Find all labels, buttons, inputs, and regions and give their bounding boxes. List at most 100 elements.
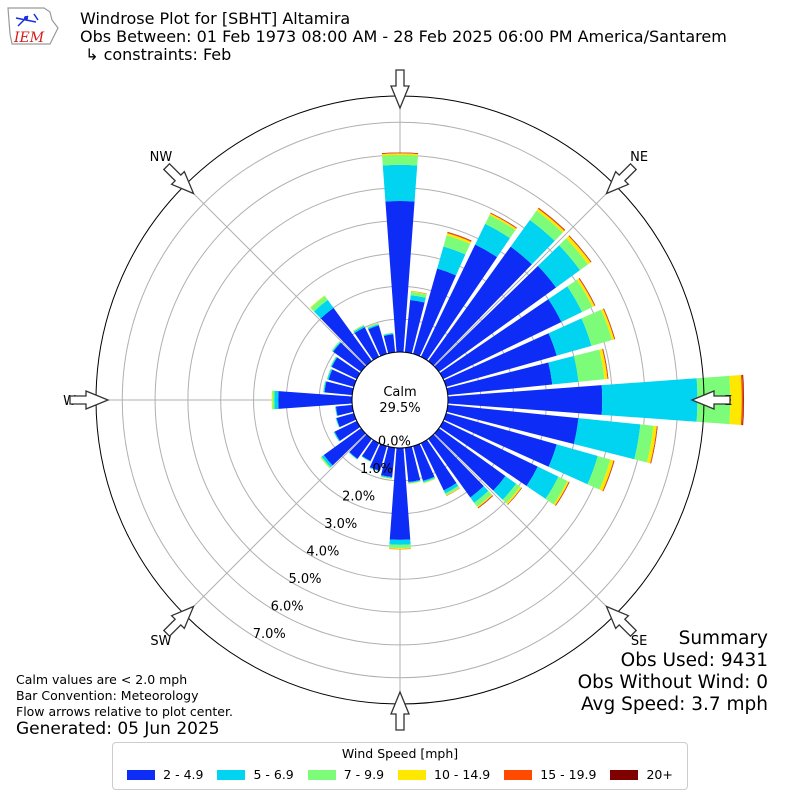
wind-bar-segment (573, 418, 641, 460)
wind-bar-segment (410, 291, 427, 298)
legend-label: 5 - 6.9 (253, 767, 294, 782)
legend-swatch (398, 769, 427, 780)
wind-bar-segment (428, 246, 532, 366)
compass-label-nw: NW (150, 150, 173, 165)
wind-bar-segment (330, 356, 337, 367)
wind-bar-segment (477, 495, 494, 509)
wind-bar-segment (447, 231, 472, 241)
wind-bar-segment (408, 481, 421, 484)
wind-bar-segment (489, 213, 517, 231)
wind-bar-segment (506, 486, 522, 505)
wind-bar-segment (553, 480, 569, 506)
wind-bar-segment (353, 324, 365, 332)
chart-title: Windrose Plot for [SBHT] Altamira (80, 9, 351, 28)
legend-label: 20+ (646, 767, 673, 782)
wind-bar-segment (474, 490, 492, 507)
wind-bar-segment (437, 246, 466, 276)
wind-bar-segment (502, 483, 521, 504)
wind-bar-segment (507, 487, 522, 505)
wind-bar-segment (446, 404, 579, 444)
wind-bar-segment (599, 348, 608, 380)
wind-bar-segment (408, 480, 421, 484)
wind-bar-segment (369, 443, 387, 471)
wind-bar-segment (335, 406, 338, 416)
radial-tick-label: 2.0% (342, 489, 375, 504)
svg-text:IEM: IEM (13, 30, 45, 46)
chart-subtitle: Obs Between: 01 Feb 1973 08:00 AM - 28 F… (80, 27, 727, 46)
wind-bar-segment (389, 548, 411, 550)
summary-avg-speed: Avg Speed: 3.7 mph (580, 694, 768, 715)
wind-bar-segment (330, 356, 338, 367)
wind-bar-segment (420, 244, 498, 361)
wind-bar-segment (579, 278, 596, 306)
wind-bar-segment (361, 456, 371, 462)
wind-bar-segment (404, 300, 425, 354)
wind-bar-segment (477, 494, 493, 508)
wind-bar-segment (383, 332, 394, 336)
constraints-text: ↳ constraints: Feb (80, 45, 232, 64)
wind-bar-segment (548, 444, 598, 485)
wind-bar-segment (348, 452, 358, 460)
wind-bar-segment (603, 308, 616, 340)
wind-bar-segment (434, 265, 557, 372)
grid-spoke (184, 433, 367, 616)
generated-date: Generated: 05 Jun 2025 (16, 719, 220, 739)
wind-bar-segment (335, 404, 354, 416)
summary-obs-without-wind: Obs Without Wind: 0 (577, 672, 768, 693)
wind-bar-segment (381, 153, 419, 156)
radial-tick-label: 4.0% (306, 544, 339, 559)
wind-bar-segment (272, 390, 275, 410)
wind-bar-segment (576, 278, 595, 307)
wind-bar-segment (332, 341, 341, 352)
wind-bar-segment (493, 476, 517, 500)
wind-bar-segment (510, 219, 555, 265)
notes-block: Calm values are < 2.0 mph Bar Convention… (16, 672, 233, 720)
legend-item: 7 - 9.9 (307, 767, 385, 782)
wind-bar-segment (548, 356, 579, 385)
wind-bar-segment (587, 455, 611, 490)
flow-arrow-icon (162, 605, 195, 638)
compass-label-ne: NE (630, 150, 648, 165)
wind-bar-segment (529, 210, 563, 241)
compass-label-se: SE (631, 634, 647, 649)
wind-bar-segment (477, 495, 493, 509)
legend-item: 10 - 14.9 (398, 767, 490, 782)
wind-bar-segment (742, 374, 745, 426)
wind-bar-segment (389, 544, 411, 549)
wind-bar-segment (573, 349, 605, 382)
legend: Wind Speed [mph] 2 - 4.9 5 - 6.9 7 - 9.9 10… (112, 742, 688, 790)
bar-convention-note: Bar Convention: Meteorology (16, 688, 199, 703)
summary-title: Summary (678, 628, 768, 649)
summary-obs-used: Obs Used: 9431 (620, 650, 768, 671)
wind-bar-segment (646, 425, 657, 464)
legend-item: 20+ (610, 767, 673, 782)
wind-bar-segment (413, 268, 457, 357)
wind-bar-segment (369, 467, 380, 472)
wind-bar-segment (368, 325, 387, 357)
radial-tick-label: 0.0% (378, 434, 411, 449)
wind-bar-segment (310, 295, 328, 312)
wind-bar-segment (321, 454, 333, 468)
wind-bar-segment (326, 368, 332, 380)
wind-bar-segment (331, 341, 341, 352)
flow-arrow-icon (162, 162, 195, 195)
wind-bar-segment (320, 457, 330, 469)
wind-bar-segment (490, 212, 517, 229)
flow-arrow-icon (390, 69, 410, 110)
wind-bar-segment (568, 235, 592, 263)
wind-bar-segment (278, 391, 353, 409)
wind-bar-segment (381, 152, 419, 155)
wind-bar-segment (475, 223, 510, 258)
radial-tick-label: 7.0% (253, 627, 286, 642)
flow-arrow-icon (605, 605, 638, 638)
wind-bar-segment (602, 348, 609, 379)
wind-bar-segment (336, 413, 357, 428)
wind-bar-segment (603, 308, 615, 340)
wind-bar-segment (331, 357, 361, 380)
wind-bar-segment (650, 426, 658, 464)
wind-bar-segment (601, 378, 698, 422)
legend-label: 7 - 9.9 (343, 767, 385, 782)
radial-tick-label: 6.0% (271, 599, 304, 614)
grid-spoke (433, 184, 616, 367)
